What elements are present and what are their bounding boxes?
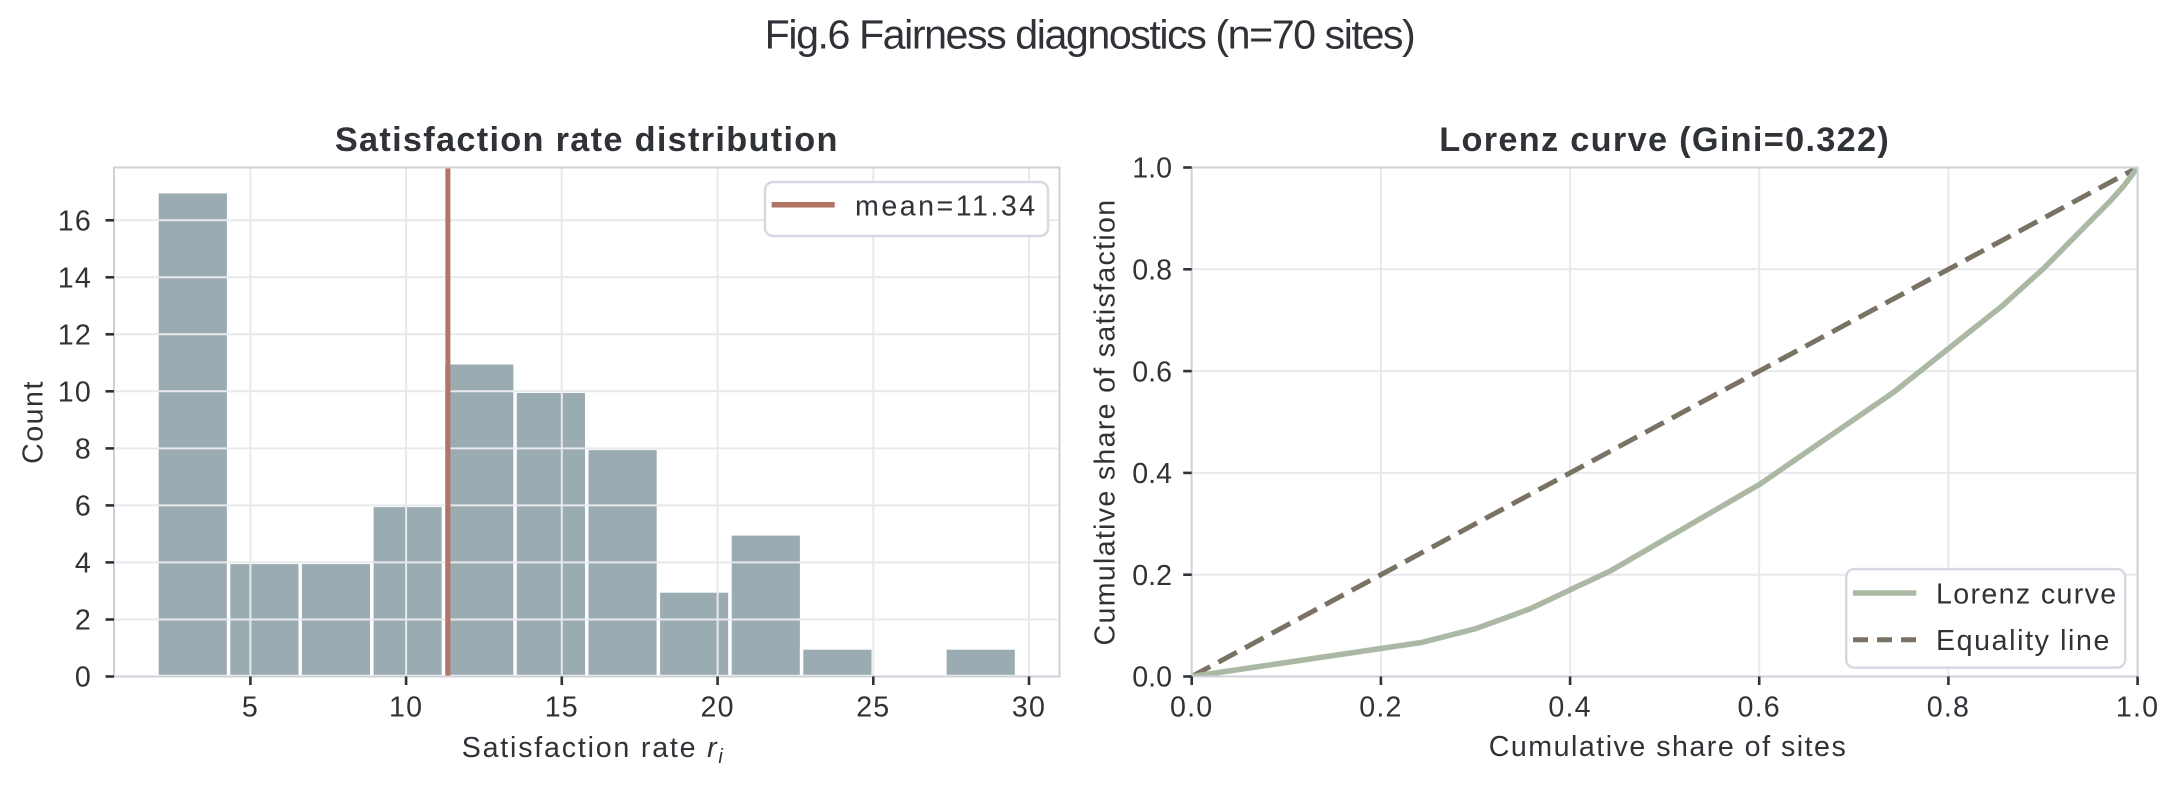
svg-text:16: 16 <box>58 206 92 238</box>
svg-text:2: 2 <box>75 605 92 637</box>
svg-text:1.0: 1.0 <box>1132 153 1172 185</box>
svg-text:Satisfaction rate ri: Satisfaction rate ri <box>462 732 725 768</box>
svg-text:10: 10 <box>389 692 423 724</box>
svg-text:0.6: 0.6 <box>1132 356 1172 388</box>
svg-text:25: 25 <box>856 692 890 724</box>
svg-text:20: 20 <box>700 692 734 724</box>
svg-text:0.2: 0.2 <box>1359 692 1402 724</box>
svg-text:4: 4 <box>75 548 92 580</box>
svg-text:0.4: 0.4 <box>1548 692 1591 724</box>
svg-text:0: 0 <box>75 662 92 694</box>
svg-text:15: 15 <box>545 692 579 724</box>
svg-text:0.8: 0.8 <box>1927 692 1970 724</box>
svg-text:Cumulative share of sites: Cumulative share of sites <box>1489 731 1848 763</box>
svg-text:Lorenz curve: Lorenz curve <box>1936 578 2118 610</box>
svg-text:14: 14 <box>58 263 92 295</box>
svg-text:30: 30 <box>1012 692 1046 724</box>
svg-text:0.6: 0.6 <box>1738 692 1781 724</box>
svg-text:0.2: 0.2 <box>1132 560 1172 592</box>
svg-text:10: 10 <box>58 377 92 409</box>
svg-text:Lorenz curve (Gini=0.322): Lorenz curve (Gini=0.322) <box>1439 121 1890 159</box>
svg-text:5: 5 <box>242 692 259 724</box>
svg-text:1.0: 1.0 <box>2116 692 2159 724</box>
svg-text:Cumulative share of satisfacti: Cumulative share of satisfaction <box>1090 199 1122 646</box>
svg-text:6: 6 <box>75 491 92 523</box>
svg-text:Equality line: Equality line <box>1936 625 2111 657</box>
svg-text:0.0: 0.0 <box>1170 692 1213 724</box>
svg-text:Count: Count <box>18 380 50 464</box>
svg-text:0.4: 0.4 <box>1132 458 1172 490</box>
svg-text:Fig.6 Fairness diagnostics (n=: Fig.6 Fairness diagnostics (n=70 sites) <box>765 12 1415 58</box>
svg-text:12: 12 <box>58 320 92 352</box>
svg-text:Satisfaction rate distribution: Satisfaction rate distribution <box>335 121 839 159</box>
svg-text:0.0: 0.0 <box>1132 662 1172 694</box>
svg-text:mean=11.34: mean=11.34 <box>855 190 1038 222</box>
svg-text:8: 8 <box>75 434 92 466</box>
svg-text:0.8: 0.8 <box>1132 255 1172 287</box>
